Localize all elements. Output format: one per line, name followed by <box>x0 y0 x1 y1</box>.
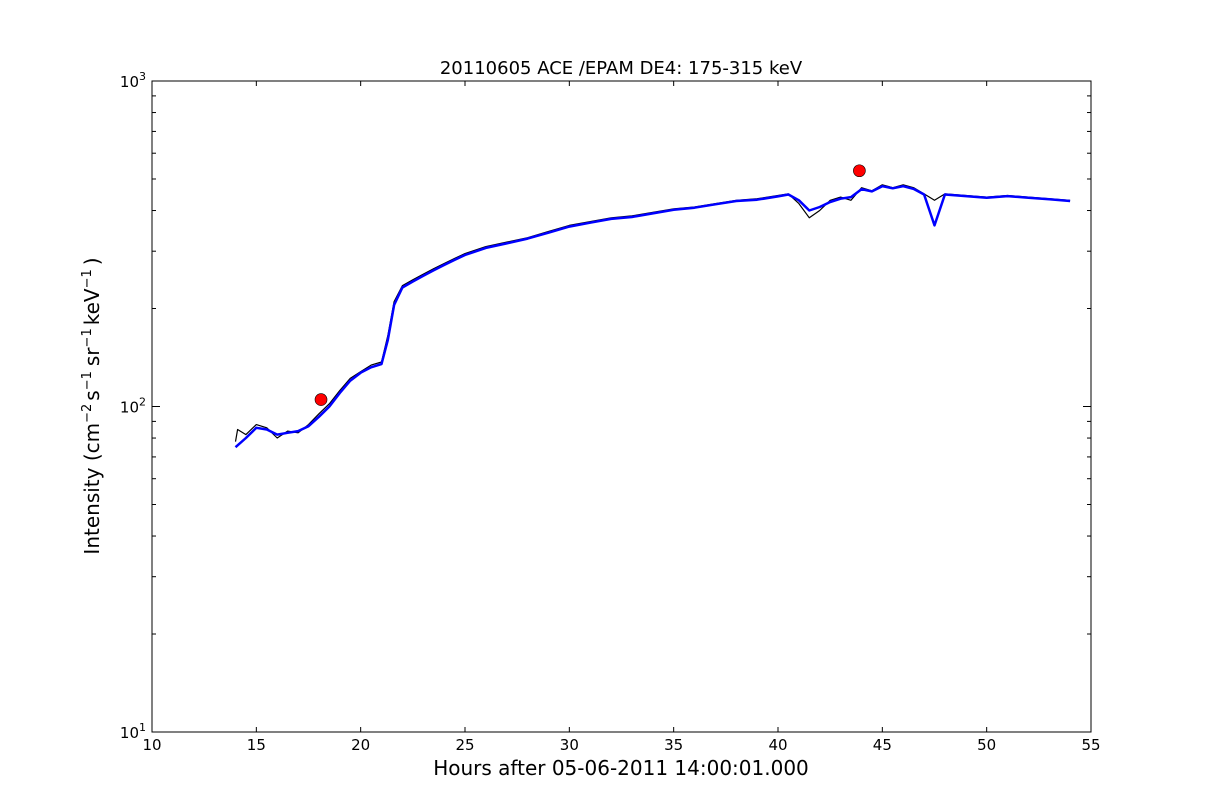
y-label-part4: keV <box>80 288 104 325</box>
data-marker-1 <box>314 393 328 406</box>
y-axis-label: Intensity (cm−2s−1sr−1keV−1) <box>80 257 104 554</box>
y-label-part2: s <box>80 390 104 400</box>
x-tick-label: 45 <box>873 736 892 754</box>
x-tick-label: 40 <box>768 736 787 754</box>
y-tick-exponent: 3 <box>139 70 146 83</box>
x-tick-labels: 10 15 20 25 30 35 40 45 50 55 <box>142 736 1100 754</box>
x-tick-label: 35 <box>664 736 683 754</box>
y-tick-base: 10 <box>120 73 139 91</box>
y-label-sup3: −1 <box>80 328 95 347</box>
chart-title: 20110605 ACE /EPAM DE4: 175-315 keV <box>440 58 803 79</box>
data-marker-2 <box>853 164 866 178</box>
tick-layer <box>151 80 1092 733</box>
x-tick-label: 25 <box>455 736 474 754</box>
marker-layer <box>314 164 866 406</box>
y-label-suffix: ) <box>80 257 104 265</box>
y-tick-label: 103 <box>120 70 146 91</box>
x-tick-label: 55 <box>1081 736 1100 754</box>
y-tick-base: 10 <box>120 399 139 417</box>
x-tick-label: 50 <box>977 736 996 754</box>
y-tick-label: 101 <box>120 721 146 742</box>
y-tick-label: 102 <box>120 396 146 417</box>
x-tick-label: 30 <box>560 736 579 754</box>
y-label-prefix: Intensity (cm <box>80 423 104 555</box>
y-tick-exponent: 2 <box>139 396 146 409</box>
plot-area <box>152 81 1091 732</box>
x-tick-label: 20 <box>351 736 370 754</box>
y-label-sup4: −1 <box>80 269 95 288</box>
series-layer <box>234 184 1071 449</box>
x-tick-label: 10 <box>142 736 161 754</box>
y-label-sup1: −2 <box>80 404 95 423</box>
x-axis-label: Hours after 05-06-2011 14:00:01.000 <box>433 756 809 780</box>
series-line-2 <box>234 184 1071 449</box>
y-tick-exponent: 1 <box>139 721 146 734</box>
y-tick-base: 10 <box>120 724 139 742</box>
x-tick-label: 15 <box>247 736 266 754</box>
y-label-sup2: −1 <box>80 371 95 390</box>
y-label-part3: sr <box>80 347 104 366</box>
